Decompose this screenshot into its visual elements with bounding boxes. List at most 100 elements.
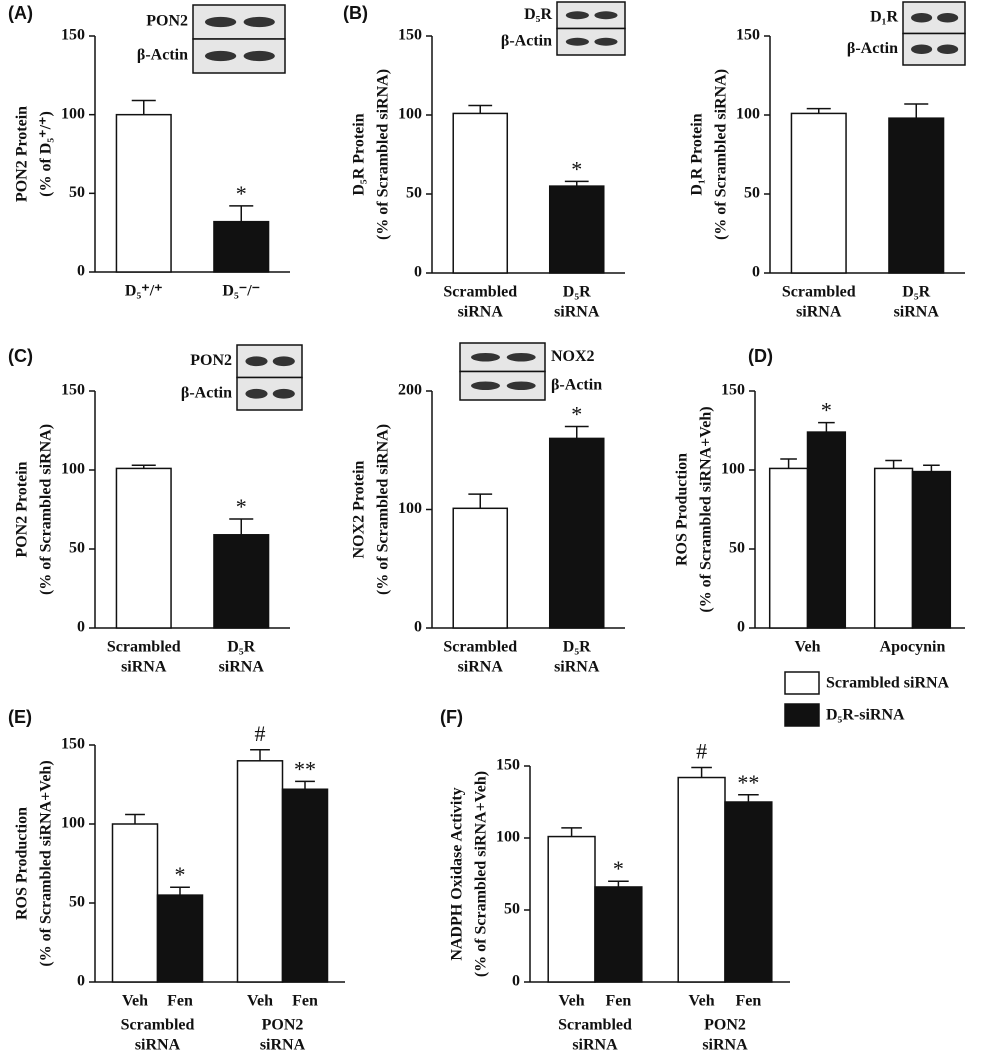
blot-label: D₅R [524,6,552,23]
y-tick-label: 100 [736,106,760,123]
blot-band [471,381,500,391]
y-tick-label: 150 [61,27,85,44]
y-axis-label: (% of Scrambled siRNA) [38,424,55,595]
group-label: siRNA [260,1037,306,1050]
y-axis-label: PON2 Protein [14,461,31,557]
error-bar [468,493,493,509]
error-bar [229,518,254,535]
error-bar [170,886,190,896]
y-axis-label: (% of D₅⁺/⁺) [38,111,55,197]
x-tick-label: Scrambled [107,639,181,656]
error-bar [131,464,156,469]
blot-band [937,44,959,54]
x-tick-label: D₅R [563,639,591,656]
legend-label: D₅R-siRNA [826,707,905,724]
significance-mark: ** [737,770,759,795]
x-tick-label: Fen [606,993,632,1010]
significance-mark: # [255,721,266,746]
panel-label: (E) [8,707,32,727]
significance-mark: * [236,181,247,206]
x-tick-label: Veh [247,993,273,1010]
y-tick-label: 0 [77,973,85,990]
y-axis-label: (% of Scrambled siRNA+Veh) [698,406,715,612]
x-tick-label: Apocynin [880,639,946,656]
legend-swatch [784,671,820,695]
y-tick-label: 50 [729,540,745,557]
bar [790,112,847,274]
group-label: siRNA [135,1037,181,1050]
error-bar [131,99,156,115]
x-tick-label: Fen [292,993,318,1010]
significance-mark: * [571,402,582,427]
significance-mark: * [571,156,582,181]
x-tick-label: Scrambled [782,284,856,301]
blot-band [245,356,268,367]
panel-label: (F) [440,707,463,727]
y-tick-label: 50 [69,540,85,557]
significance-mark: * [821,398,832,423]
blot-band [243,50,275,62]
y-tick-label: 150 [398,27,422,44]
bar [115,113,172,273]
blot-label: β-Actin [137,47,188,64]
blot-band [506,352,536,362]
group-label: PON2 [262,1017,304,1034]
y-tick-label: 150 [721,382,745,399]
y-tick-label: 100 [398,106,422,123]
group-label: siRNA [702,1037,748,1050]
y-tick-label: 100 [61,815,85,832]
blot-label: β-Actin [501,32,552,49]
blot-band [565,37,589,46]
error-bar [885,459,902,469]
blot-label: β-Actin [551,376,602,393]
bar [111,823,159,983]
blot-band [565,11,589,20]
x-tick-label: Veh [559,993,585,1010]
y-tick-label: 200 [398,382,422,399]
y-tick-label: 100 [496,829,520,846]
blot-label: D₁R [870,8,898,25]
bar [677,776,726,983]
bar [768,467,809,629]
error-bar [923,464,940,472]
blot-band [243,16,275,28]
y-axis-label: (% of Scrambled siRNA) [713,69,730,240]
blot-label: β-Actin [847,40,898,57]
significance-mark: ** [294,756,316,781]
blot-band [911,44,933,54]
x-tick-label: Scrambled [443,639,517,656]
blot-band [506,381,536,391]
y-tick-label: 50 [406,185,422,202]
y-tick-label: 0 [414,619,422,636]
error-bar [564,180,589,187]
x-tick-label: siRNA [458,304,504,321]
x-tick-label: siRNA [894,304,940,321]
error-bar [691,766,712,778]
error-bar [250,748,270,761]
y-axis-label: D₅R Protein [351,113,368,195]
y-axis-label: NOX2 Protein [351,460,368,558]
y-tick-label: 0 [414,264,422,281]
bar [452,507,509,629]
x-tick-label: siRNA [219,659,265,676]
y-tick-label: 100 [721,461,745,478]
error-bar [780,458,797,469]
significance-mark: # [696,738,707,763]
y-axis-label: ROS Production [674,453,691,566]
x-tick-label: D₅R [227,639,255,656]
y-tick-label: 50 [69,184,85,201]
blot-band [204,16,237,28]
bar [213,534,270,629]
y-tick-label: 150 [61,736,85,753]
bar [548,437,605,629]
y-tick-label: 0 [77,619,85,636]
panel-label: (B) [343,3,368,23]
x-tick-label: D₅R [563,284,591,301]
bar [873,467,914,629]
error-bar [468,104,493,114]
bar [548,185,605,274]
blot-band [204,50,237,62]
error-bar [561,827,582,837]
y-axis-label: NADPH Oxidase Activity [449,787,466,960]
